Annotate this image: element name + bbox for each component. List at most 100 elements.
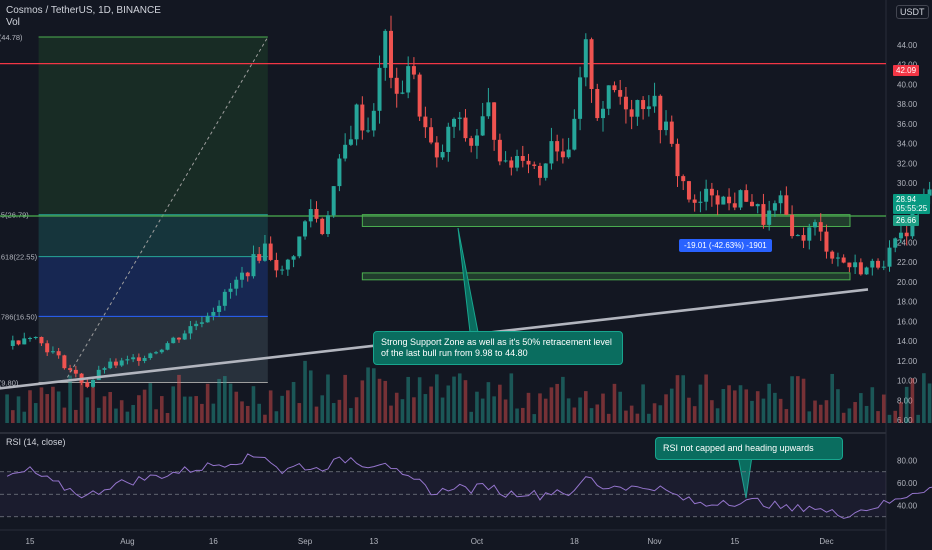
candle-body	[377, 67, 382, 111]
candle-body	[171, 337, 176, 344]
volume-bar	[354, 397, 359, 423]
countdown-value: 05:55:25	[896, 204, 928, 213]
volume-bar	[137, 395, 141, 423]
candle-body	[715, 195, 720, 205]
volume-bar	[773, 392, 777, 423]
volume-bar	[154, 409, 158, 423]
candle-body	[400, 92, 405, 94]
candle-body	[509, 160, 514, 168]
candle-body	[818, 222, 823, 232]
candle-body	[669, 121, 674, 144]
x-tick-label-3: Sep	[298, 537, 313, 546]
y-tick-label-6: 32.00	[897, 159, 918, 168]
volume-bar	[687, 397, 691, 423]
candle-body	[176, 337, 181, 340]
volume-bar	[320, 395, 325, 423]
candle-body	[234, 279, 239, 289]
candle-body	[469, 138, 474, 146]
candle-body	[492, 102, 497, 140]
volume-bar	[435, 374, 439, 423]
candle-body	[474, 135, 479, 146]
candle-body	[623, 96, 628, 110]
candle-body	[73, 369, 78, 374]
candle-body	[434, 142, 439, 158]
volume-bar	[515, 408, 519, 423]
volume-bar	[922, 373, 926, 423]
volume-bar	[618, 391, 622, 423]
candle-body	[45, 343, 50, 353]
volume-bar	[801, 378, 806, 423]
y-tick-label-18: 8.00	[897, 396, 913, 405]
volume-bar	[119, 400, 124, 423]
fib-zone-0	[38, 37, 268, 215]
candle-body	[709, 188, 714, 196]
candle-body	[870, 260, 875, 268]
candle-body	[217, 305, 222, 312]
candle-body	[457, 117, 462, 119]
volume-bar	[887, 414, 892, 423]
candle-body	[704, 188, 709, 202]
volume-bar	[440, 397, 445, 423]
rsi-tick-label-0: 80.00	[897, 457, 918, 466]
candle-body	[526, 160, 531, 165]
volume-bar	[813, 400, 817, 423]
volume-bar	[790, 376, 794, 423]
candle-body	[543, 163, 548, 178]
volume-bar	[171, 386, 176, 423]
volume-bar	[561, 376, 565, 423]
candle-body	[39, 336, 44, 344]
candle-body	[664, 121, 669, 131]
candle-body	[125, 359, 130, 361]
candle-body	[33, 336, 38, 339]
candle-body	[841, 257, 846, 263]
candle-body	[652, 95, 657, 107]
currency-selector[interactable]: USDT	[896, 5, 929, 19]
volume-bar	[165, 412, 170, 423]
candle-body	[423, 116, 428, 128]
candle-body	[927, 189, 932, 196]
volume-bar	[39, 387, 44, 423]
volume-bar	[331, 403, 336, 423]
y-tick-label-12: 20.00	[897, 278, 918, 287]
candle-body	[830, 251, 835, 259]
candle-body	[188, 326, 193, 334]
y-tick-label-7: 30.00	[897, 179, 918, 188]
volume-bar	[807, 411, 812, 423]
candle-body	[211, 311, 216, 316]
volume-bar	[715, 408, 720, 423]
candle-body	[698, 201, 703, 203]
y-tick-label-15: 14.00	[897, 337, 918, 346]
candle-body	[366, 130, 371, 132]
x-tick-label-1: Aug	[120, 537, 134, 546]
candle-body	[520, 156, 525, 161]
candle-body	[28, 338, 32, 340]
volume-bar	[755, 391, 760, 423]
candle-body	[497, 139, 502, 162]
candle-body	[847, 262, 852, 268]
ticker-title: Cosmos / TetherUS, 1D, BINANCE	[6, 5, 161, 16]
candle-body	[354, 104, 359, 140]
volume-bar	[326, 374, 330, 423]
volume-bar	[314, 406, 319, 423]
y-tick-label-3: 38.00	[897, 100, 918, 109]
candle-body	[795, 235, 800, 237]
candle-body	[406, 66, 411, 93]
volume-bar	[744, 389, 749, 423]
volume-bar	[738, 385, 743, 423]
volume-bar	[710, 400, 714, 423]
y-tick-label-19: 6.00	[897, 416, 913, 425]
candle-body	[165, 343, 170, 350]
volume-bar	[389, 405, 393, 423]
volume-bar	[337, 399, 342, 423]
candle-body	[113, 361, 118, 366]
candle-body	[560, 151, 565, 158]
candle-body	[463, 117, 468, 139]
candle-body	[148, 353, 153, 359]
candle-body	[572, 118, 577, 150]
candle-body	[10, 340, 15, 346]
volume-bar	[881, 394, 886, 423]
volume-bar	[268, 390, 273, 423]
candle-body	[864, 267, 869, 275]
resistance-price-badge: 42.09	[893, 65, 920, 76]
